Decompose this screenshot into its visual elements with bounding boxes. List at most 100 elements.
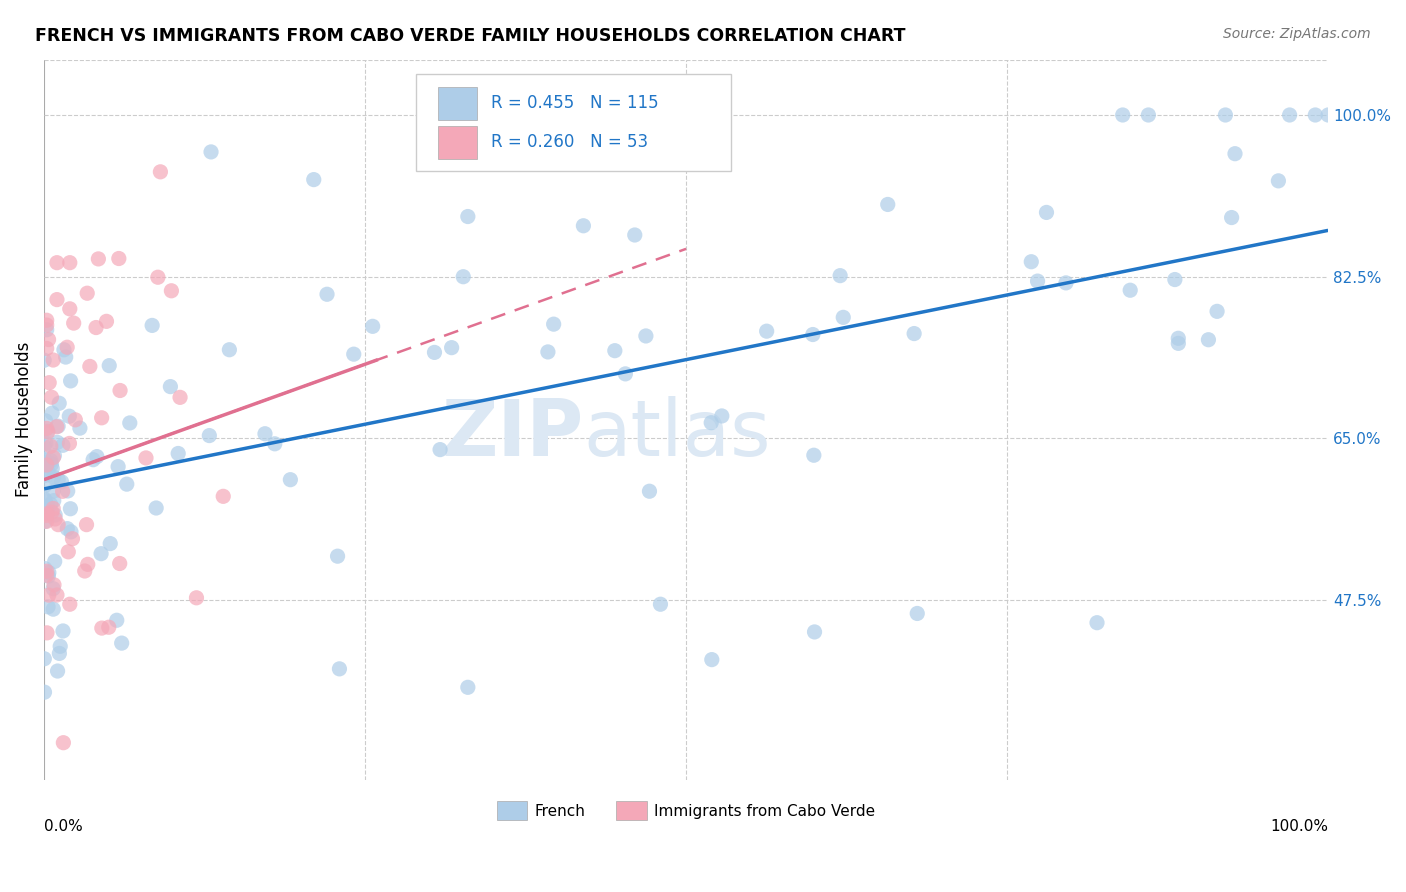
Point xyxy=(1267,174,1289,188)
Point xyxy=(46,664,69,678)
Point xyxy=(56,483,79,498)
Point xyxy=(59,255,82,269)
Point xyxy=(46,517,69,532)
Y-axis label: Family Households: Family Households xyxy=(15,342,32,498)
Point xyxy=(34,493,56,508)
Point xyxy=(45,419,67,434)
Point xyxy=(48,396,70,410)
Point xyxy=(97,620,120,634)
Point xyxy=(42,353,65,368)
Point xyxy=(41,461,63,475)
Point xyxy=(37,465,59,479)
Point xyxy=(803,448,825,462)
Point xyxy=(76,558,98,572)
Point xyxy=(212,489,235,503)
Point xyxy=(39,439,62,453)
Point xyxy=(1278,108,1301,122)
Point xyxy=(96,314,118,328)
Point xyxy=(830,268,852,283)
Point xyxy=(343,347,366,361)
Point xyxy=(1167,331,1189,345)
Point xyxy=(135,450,157,465)
Point xyxy=(52,624,75,638)
Point xyxy=(218,343,240,357)
Point xyxy=(115,477,138,491)
Text: atlas: atlas xyxy=(583,396,770,472)
Point xyxy=(1054,276,1077,290)
Point xyxy=(1019,254,1042,268)
Point xyxy=(58,545,80,559)
Point xyxy=(44,554,66,568)
Point xyxy=(82,452,104,467)
Point xyxy=(46,255,69,269)
Point xyxy=(186,591,208,605)
Point xyxy=(46,293,69,307)
Point xyxy=(41,457,63,471)
Point xyxy=(755,324,778,338)
Point xyxy=(451,269,474,284)
Point xyxy=(84,320,107,334)
Point xyxy=(35,318,58,332)
Point xyxy=(87,252,110,266)
Point xyxy=(623,227,645,242)
Point xyxy=(118,416,141,430)
Point xyxy=(34,454,56,468)
Point xyxy=(35,458,58,472)
Point xyxy=(1215,108,1237,122)
Point xyxy=(253,426,276,441)
Point xyxy=(543,317,565,331)
Point xyxy=(37,425,59,439)
Point xyxy=(876,197,898,211)
Point xyxy=(801,327,824,342)
Point xyxy=(32,452,55,467)
Point xyxy=(35,568,58,582)
Text: R = 0.455   N = 115: R = 0.455 N = 115 xyxy=(491,94,658,112)
Point xyxy=(614,367,637,381)
FancyBboxPatch shape xyxy=(439,87,477,120)
Point xyxy=(48,647,70,661)
Point xyxy=(52,438,75,452)
Point xyxy=(42,470,65,484)
Point xyxy=(42,450,65,465)
Point xyxy=(430,154,453,169)
Point xyxy=(35,625,58,640)
Point xyxy=(38,376,60,390)
Point xyxy=(35,514,58,528)
Point xyxy=(37,569,59,583)
Point xyxy=(46,419,69,434)
Point xyxy=(803,624,825,639)
Point xyxy=(1119,283,1142,297)
Point xyxy=(108,252,131,266)
Point xyxy=(1220,211,1243,225)
Point xyxy=(37,500,59,514)
Point xyxy=(429,442,451,457)
Point xyxy=(39,453,62,467)
Point xyxy=(32,440,55,454)
Point xyxy=(41,505,63,519)
Point xyxy=(52,736,75,750)
Point xyxy=(38,566,60,580)
Point xyxy=(200,145,222,159)
Point xyxy=(55,350,77,364)
Point xyxy=(59,524,82,539)
Point xyxy=(634,329,657,343)
Point xyxy=(37,507,59,521)
Point xyxy=(52,484,75,499)
Point xyxy=(145,501,167,516)
Point xyxy=(141,318,163,333)
Point xyxy=(32,353,55,368)
Point xyxy=(44,508,66,522)
Point xyxy=(52,343,75,357)
Point xyxy=(42,484,65,499)
Point xyxy=(58,409,80,424)
Point xyxy=(34,685,56,699)
Point xyxy=(56,522,79,536)
Text: ZIP: ZIP xyxy=(441,396,583,472)
Point xyxy=(35,313,58,327)
Point xyxy=(700,652,723,666)
Point xyxy=(38,333,60,347)
Legend: French, Immigrants from Cabo Verde: French, Immigrants from Cabo Verde xyxy=(491,795,882,826)
Point xyxy=(263,437,285,451)
Point xyxy=(98,536,121,550)
Point xyxy=(42,602,65,616)
